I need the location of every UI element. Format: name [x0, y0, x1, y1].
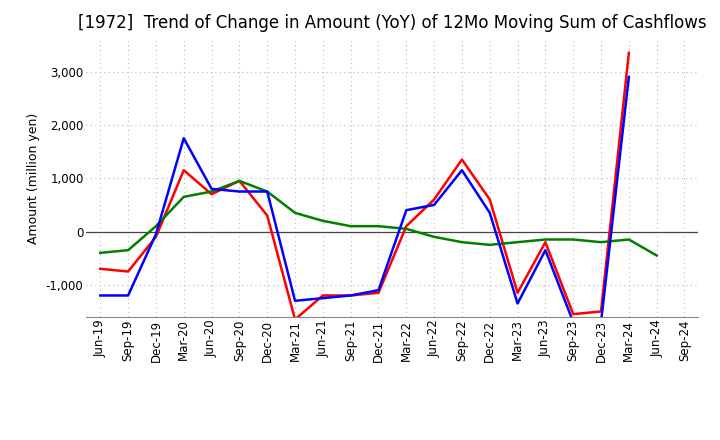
Operating Cashflow — [179, 168, 188, 173]
Investing Cashflow — [207, 189, 216, 194]
Investing Cashflow — [346, 224, 355, 229]
Investing Cashflow — [513, 239, 522, 245]
Operating Cashflow — [541, 239, 550, 245]
Free Cashflow — [124, 293, 132, 298]
Operating Cashflow — [485, 197, 494, 202]
Investing Cashflow — [458, 239, 467, 245]
Free Cashflow — [513, 301, 522, 306]
Free Cashflow — [235, 189, 243, 194]
Free Cashflow — [430, 202, 438, 208]
Free Cashflow — [624, 74, 633, 80]
Investing Cashflow — [569, 237, 577, 242]
Free Cashflow — [152, 231, 161, 237]
Operating Cashflow — [263, 213, 271, 218]
Free Cashflow — [318, 296, 327, 301]
Free Cashflow — [569, 319, 577, 325]
Operating Cashflow — [402, 224, 410, 229]
Investing Cashflow — [291, 210, 300, 216]
Free Cashflow — [291, 298, 300, 304]
Free Cashflow — [179, 136, 188, 141]
Free Cashflow — [346, 293, 355, 298]
Operating Cashflow — [513, 290, 522, 295]
Line: Operating Cashflow: Operating Cashflow — [100, 53, 629, 319]
Operating Cashflow — [346, 293, 355, 298]
Investing Cashflow — [263, 189, 271, 194]
Title: [1972]  Trend of Change in Amount (YoY) of 12Mo Moving Sum of Cashflows: [1972] Trend of Change in Amount (YoY) o… — [78, 15, 707, 33]
Free Cashflow — [485, 210, 494, 216]
Investing Cashflow — [402, 226, 410, 231]
Investing Cashflow — [179, 194, 188, 199]
Operating Cashflow — [597, 309, 606, 314]
Operating Cashflow — [124, 269, 132, 274]
Free Cashflow — [96, 293, 104, 298]
Operating Cashflow — [458, 157, 467, 162]
Operating Cashflow — [430, 197, 438, 202]
Investing Cashflow — [597, 239, 606, 245]
Investing Cashflow — [152, 224, 161, 229]
Operating Cashflow — [96, 266, 104, 271]
Investing Cashflow — [430, 234, 438, 239]
Operating Cashflow — [207, 191, 216, 197]
Investing Cashflow — [124, 248, 132, 253]
Free Cashflow — [458, 168, 467, 173]
Investing Cashflow — [485, 242, 494, 247]
Operating Cashflow — [318, 293, 327, 298]
Investing Cashflow — [235, 178, 243, 183]
Investing Cashflow — [624, 237, 633, 242]
Free Cashflow — [597, 319, 606, 325]
Free Cashflow — [402, 208, 410, 213]
Investing Cashflow — [318, 218, 327, 224]
Operating Cashflow — [374, 290, 383, 295]
Operating Cashflow — [235, 178, 243, 183]
Line: Free Cashflow: Free Cashflow — [100, 77, 629, 322]
Operating Cashflow — [569, 312, 577, 317]
Line: Investing Cashflow: Investing Cashflow — [100, 181, 657, 256]
Investing Cashflow — [96, 250, 104, 256]
Y-axis label: Amount (million yen): Amount (million yen) — [27, 113, 40, 244]
Investing Cashflow — [541, 237, 550, 242]
Free Cashflow — [374, 287, 383, 293]
Investing Cashflow — [374, 224, 383, 229]
Free Cashflow — [207, 186, 216, 191]
Investing Cashflow — [652, 253, 661, 258]
Operating Cashflow — [624, 50, 633, 55]
Free Cashflow — [263, 189, 271, 194]
Operating Cashflow — [291, 317, 300, 322]
Operating Cashflow — [152, 234, 161, 239]
Free Cashflow — [541, 248, 550, 253]
